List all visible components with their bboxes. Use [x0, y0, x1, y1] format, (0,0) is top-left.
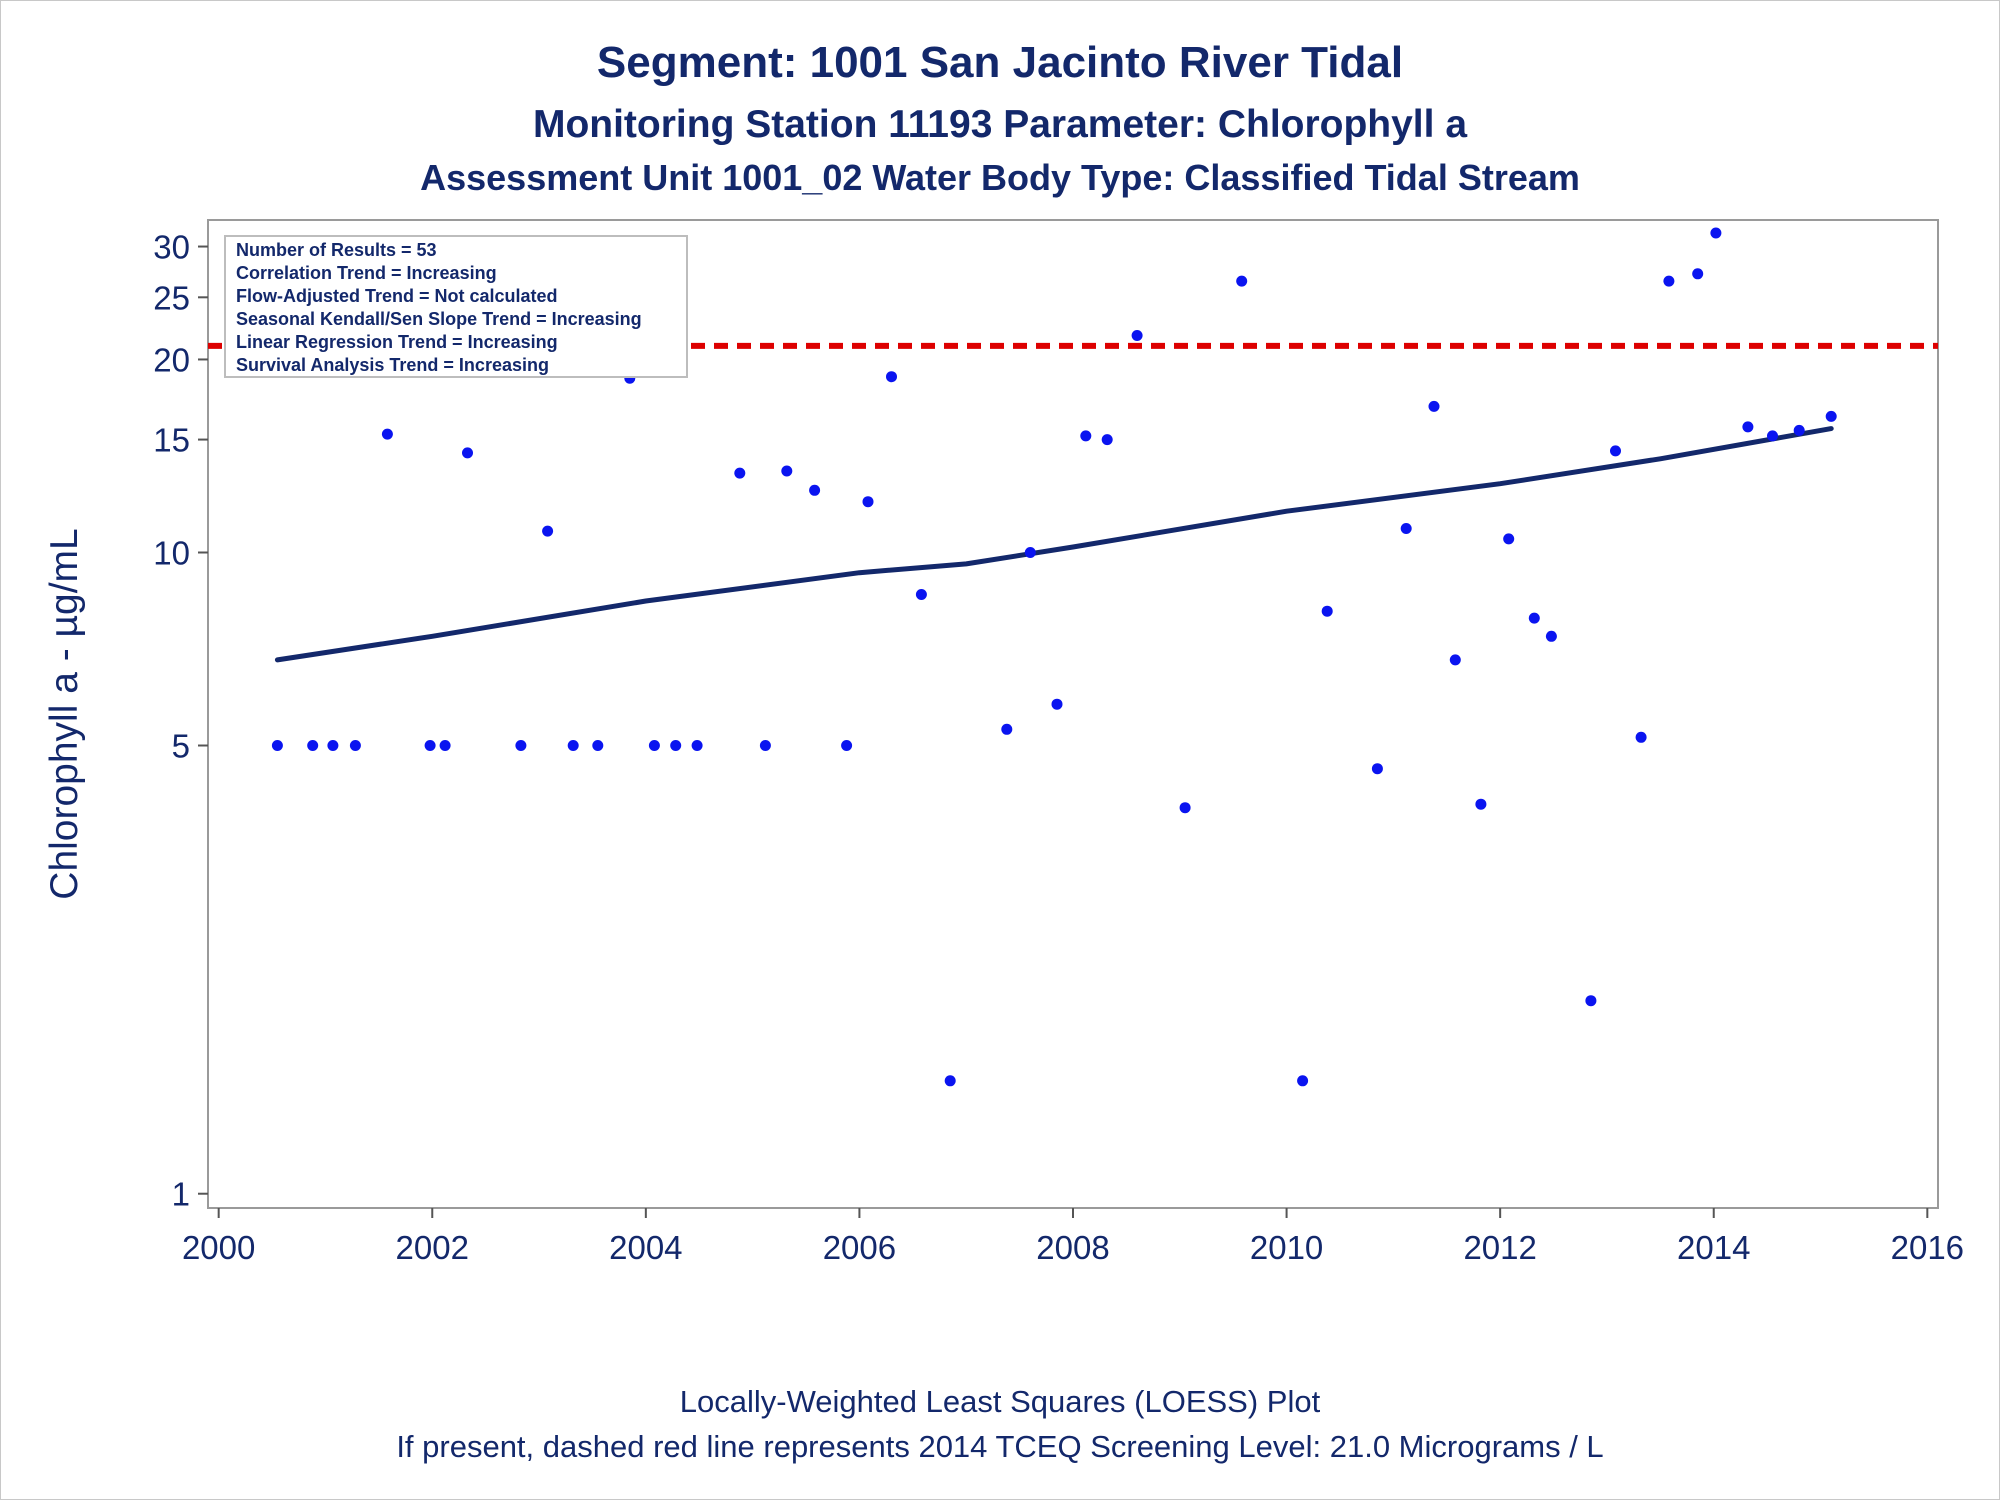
- chart-subtitle-2: Assessment Unit 1001_02 Water Body Type:…: [420, 157, 1580, 198]
- footnote-1: Locally-Weighted Least Squares (LOESS) P…: [680, 1384, 1321, 1419]
- data-point: [349, 740, 361, 751]
- stats-line: Number of Results = 53: [236, 240, 437, 260]
- data-point: [759, 740, 771, 751]
- chart-subtitle: Monitoring Station 11193 Parameter: Chlo…: [533, 103, 1467, 146]
- y-tick-label: 10: [153, 534, 190, 571]
- data-point: [1001, 723, 1013, 735]
- data-point: [734, 467, 746, 479]
- data-point: [1545, 630, 1557, 642]
- x-tick-label: 2010: [1250, 1229, 1323, 1266]
- data-point: [1710, 227, 1722, 239]
- data-point: [1179, 802, 1191, 814]
- data-point: [1825, 410, 1837, 422]
- data-point: [1101, 434, 1113, 446]
- stats-box: Number of Results = 53 Correlation Trend…: [224, 235, 688, 378]
- data-point: [1528, 612, 1540, 624]
- y-axis-label: Chlorophyll a - µg/mL: [43, 528, 86, 899]
- y-tick-label: 30: [153, 229, 190, 266]
- x-tick-label: 2008: [1036, 1229, 1109, 1266]
- data-point: [1428, 400, 1440, 412]
- data-point: [1767, 430, 1778, 442]
- data-point: [886, 371, 897, 383]
- x-tick-label: 2006: [823, 1229, 896, 1266]
- data-point: [542, 525, 554, 537]
- data-point: [567, 740, 579, 751]
- data-points: [271, 227, 1837, 1087]
- data-point: [809, 484, 821, 496]
- data-point: [1131, 330, 1143, 341]
- data-point: [1024, 547, 1036, 558]
- axes: 2000 2002 2004 2006 2008 2010 2012 2014 20161510…: [153, 229, 1964, 1266]
- loess-line-group: [274, 426, 1834, 663]
- loess-line: [274, 426, 1834, 663]
- data-point: [592, 740, 604, 751]
- data-point: [327, 740, 339, 751]
- x-tick-label: 2004: [609, 1229, 682, 1266]
- data-point: [1635, 731, 1647, 743]
- data-point: [1236, 275, 1248, 287]
- y-tick-label: 20: [153, 341, 190, 378]
- data-point: [862, 496, 874, 508]
- data-point: [1449, 654, 1461, 666]
- x-tick-label: 2002: [396, 1229, 469, 1266]
- stats-line: Correlation Trend = Increasing: [236, 263, 497, 283]
- data-point: [1793, 424, 1805, 436]
- data-point: [944, 1075, 956, 1087]
- data-point: [915, 589, 927, 600]
- data-point: [515, 740, 527, 751]
- x-tick-label: 2012: [1463, 1229, 1536, 1266]
- data-point: [424, 740, 436, 751]
- stats-line: Survival Analysis Trend = Increasing: [236, 355, 549, 375]
- stats-line: Flow-Adjusted Trend = Not calculated: [236, 286, 558, 306]
- stats-line: Seasonal Kendall/Sen Slope Trend = Incre…: [236, 309, 642, 329]
- data-point: [462, 447, 473, 459]
- stats-line: Linear Regression Trend = Increasing: [236, 332, 558, 352]
- data-point: [1080, 430, 1092, 442]
- data-point: [381, 428, 393, 440]
- data-point: [1692, 268, 1704, 280]
- data-point: [841, 740, 853, 751]
- data-point: [1503, 533, 1515, 545]
- data-point: [1663, 275, 1675, 287]
- data-point: [307, 740, 319, 751]
- x-tick-label: 2000: [182, 1229, 255, 1266]
- y-tick-label: 15: [153, 422, 190, 459]
- y-tick-label: 5: [172, 728, 190, 765]
- data-point: [1051, 698, 1063, 710]
- data-point: [1585, 995, 1597, 1007]
- data-point: [648, 740, 660, 751]
- data-point: [439, 740, 451, 751]
- y-tick-label: 25: [153, 279, 190, 316]
- data-point: [691, 740, 703, 751]
- data-point: [1475, 798, 1487, 810]
- data-point: [670, 740, 682, 751]
- data-point: [781, 465, 793, 477]
- footnote-2: If present, dashed red line represents 2…: [396, 1429, 1603, 1464]
- data-point: [271, 740, 283, 751]
- data-point: [1742, 421, 1754, 433]
- data-point: [1610, 445, 1621, 457]
- stats-box-frame: [224, 235, 688, 378]
- x-tick-label: 2016: [1891, 1229, 1964, 1266]
- x-tick-label: 2014: [1677, 1229, 1750, 1266]
- data-point: [1371, 763, 1383, 775]
- chart-title: Segment: 1001 San Jacinto River Tidal: [597, 38, 1403, 87]
- data-point: [1400, 523, 1412, 534]
- data-point: [1321, 605, 1333, 617]
- y-tick-label: 1: [172, 1176, 190, 1213]
- data-point: [1297, 1075, 1309, 1087]
